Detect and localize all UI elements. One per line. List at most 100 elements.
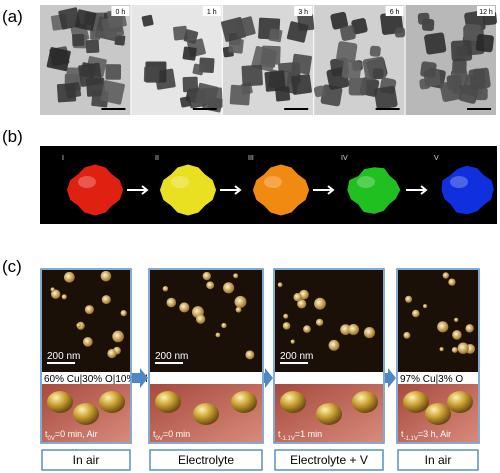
afm-particle — [465, 324, 474, 333]
highlight — [171, 176, 189, 188]
scale-bar — [280, 362, 308, 364]
time-annotation-part: t — [278, 429, 281, 439]
particle-render — [441, 165, 494, 215]
label-strip — [275, 372, 383, 384]
nanocube — [341, 59, 362, 80]
afm-particle — [245, 350, 255, 360]
particle-render — [67, 164, 123, 216]
nanocube — [340, 25, 356, 41]
afm-particle — [202, 271, 211, 281]
nanocube — [114, 34, 126, 46]
nanocube — [417, 12, 430, 25]
time-box — [294, 6, 313, 16]
afm-particle — [84, 305, 94, 315]
afm-3d-particle — [47, 391, 73, 413]
afm-3d-particle — [425, 403, 451, 425]
afm-particle — [283, 313, 289, 319]
nanocube — [450, 67, 470, 87]
caption: Electrolyte — [178, 453, 234, 467]
nanocube — [351, 18, 368, 35]
afm-3d-particle — [99, 391, 125, 413]
afm-particle — [405, 295, 413, 303]
nanocube — [173, 25, 188, 41]
afm-3d-particle — [155, 391, 181, 413]
scale-bar — [47, 362, 75, 364]
time-annotation: t0V=0 min — [153, 429, 190, 442]
afm-particle — [437, 321, 449, 333]
scale-label: 200 nm — [155, 351, 188, 362]
label-strip — [42, 372, 130, 384]
nanocube — [66, 67, 81, 82]
nanocube — [233, 16, 256, 39]
afm-3d-particle — [193, 403, 219, 425]
time-box — [111, 6, 130, 16]
nanocube — [348, 77, 367, 96]
afm-column: 200 nm 60% Cu|30% O|10% Cl t0V=0 min, Air I… — [40, 268, 148, 471]
nanocube — [72, 33, 85, 47]
afm-particle — [411, 309, 420, 318]
afm-particle — [439, 347, 444, 352]
nanocube — [369, 45, 381, 57]
afm-particle — [277, 282, 283, 288]
time-box — [385, 6, 404, 16]
nanocube — [372, 68, 384, 80]
afm-particle — [448, 278, 456, 286]
afm-particle — [363, 327, 376, 339]
afm-image — [275, 270, 383, 372]
afm-particle — [112, 330, 124, 343]
afm-particle — [303, 325, 311, 333]
time-label: 3 h — [298, 9, 308, 16]
panel-label: (c) — [2, 257, 22, 276]
nanocube — [78, 62, 103, 87]
nanocube — [291, 53, 312, 75]
nanocube — [394, 27, 406, 38]
afm-particle — [221, 322, 227, 329]
highlight — [78, 176, 96, 188]
nanocube — [291, 73, 312, 95]
nanocube — [241, 64, 263, 87]
caption: Electrolyte + V — [290, 453, 368, 467]
afm-particle — [293, 293, 302, 302]
column-frame — [273, 268, 385, 444]
time-label: 12 h — [479, 9, 493, 16]
transition-arrow — [264, 368, 273, 388]
nanocube — [313, 85, 326, 98]
nanocube — [195, 82, 219, 107]
particle-render — [253, 164, 309, 216]
nanocube — [192, 63, 205, 76]
highlight — [450, 176, 468, 188]
nanocube — [179, 96, 192, 108]
nanocube — [320, 84, 343, 107]
caption-box — [397, 449, 479, 471]
nanocube — [228, 38, 244, 54]
afm-particle — [223, 282, 235, 294]
afm-particle — [451, 346, 458, 353]
composition: 60% Cu|30% O|10% Cl — [44, 374, 148, 385]
nanocube — [468, 67, 491, 90]
time-annotation-part: -1.1V — [281, 436, 295, 442]
afm-particle — [107, 348, 117, 359]
nanocube — [74, 9, 97, 31]
time-annotation-part: =0 min — [163, 429, 190, 439]
label-strip — [398, 372, 478, 384]
afm-particle — [348, 324, 359, 335]
afm-column: 200 nm t0V=0 min Electrolyte — [148, 268, 273, 471]
afm-particle — [457, 342, 469, 354]
afm-particle — [63, 271, 75, 283]
scale-label: 200 nm — [47, 351, 80, 362]
time-annotation-part: =3 h, Air — [418, 429, 451, 439]
nanocube — [330, 11, 349, 30]
nanocube — [261, 45, 281, 65]
afm-3d-particle — [352, 391, 378, 413]
nanocube — [90, 29, 101, 40]
tem-image: 12 h — [405, 5, 497, 115]
afm-particle — [454, 317, 459, 322]
caption: In air — [73, 453, 100, 467]
time-label: 1 h — [207, 9, 217, 16]
tem-image: 1 h — [131, 5, 223, 115]
stage-label: IV — [341, 155, 348, 162]
nanocube — [268, 28, 283, 43]
nanocube — [420, 61, 437, 78]
arrow — [220, 185, 242, 195]
